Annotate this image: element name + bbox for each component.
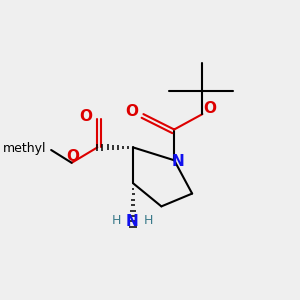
Text: N: N [125,214,138,229]
Text: O: O [204,101,217,116]
Text: methyl: methyl [2,142,46,155]
Text: H: H [112,214,121,227]
Text: N: N [172,154,184,169]
Text: O: O [66,149,80,164]
Text: O: O [79,109,92,124]
Text: H: H [144,214,153,227]
Text: O: O [125,104,138,119]
